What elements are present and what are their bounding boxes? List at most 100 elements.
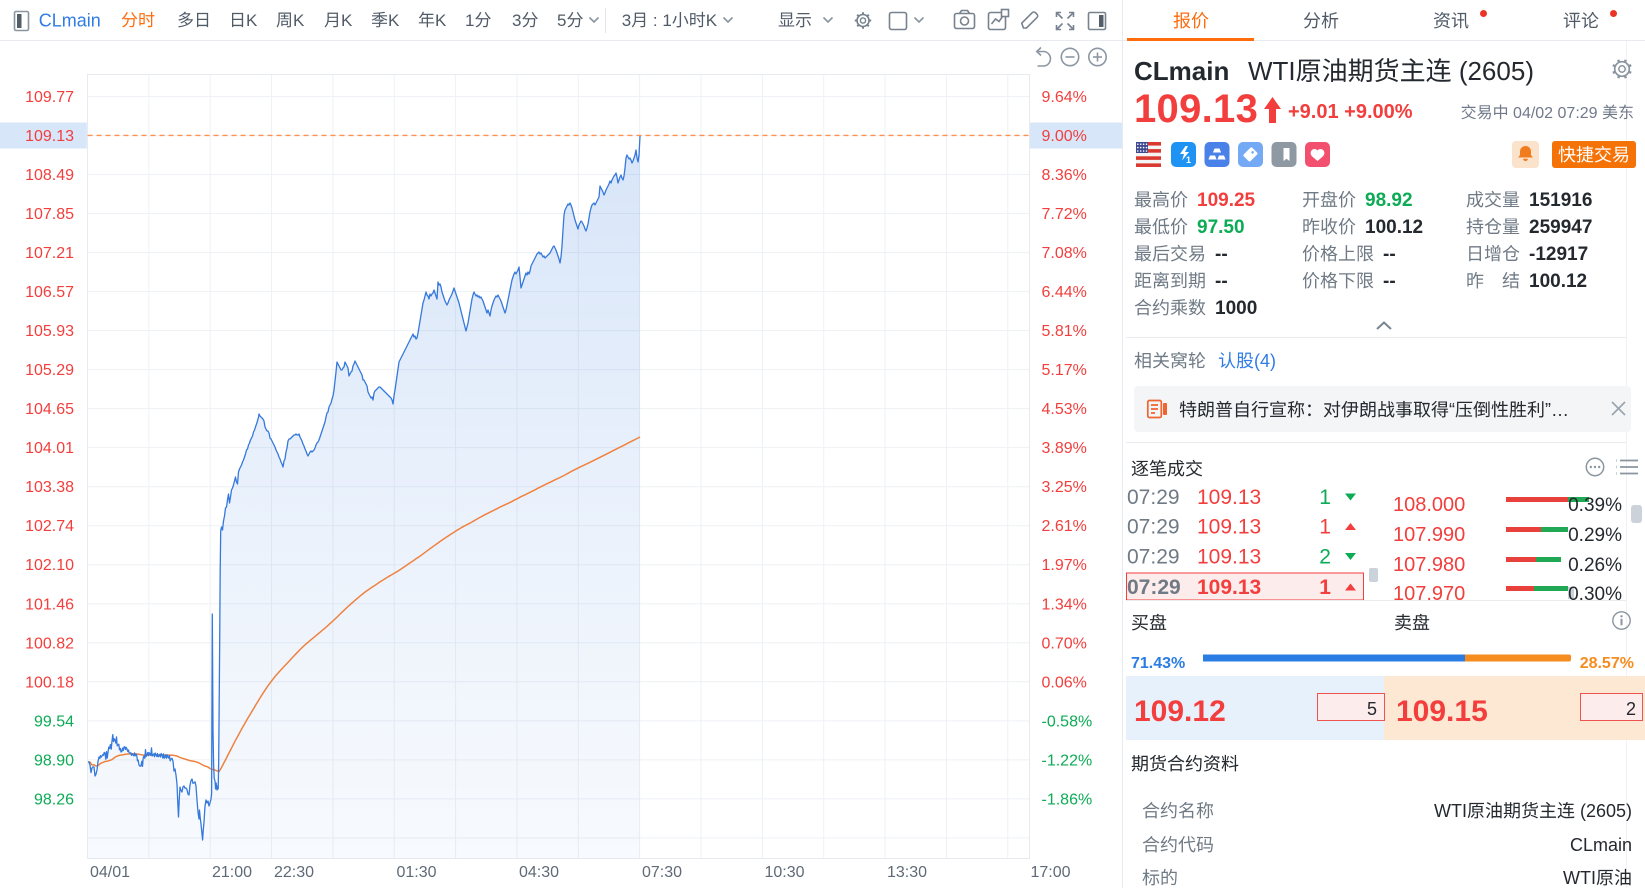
svg-text:7.72%: 7.72% bbox=[1042, 206, 1087, 223]
svg-text:1000: 1000 bbox=[1215, 298, 1257, 319]
svg-text:107.990: 107.990 bbox=[1393, 524, 1465, 546]
svg-text:WTI: WTI bbox=[1563, 868, 1596, 888]
svg-text:5.81%: 5.81% bbox=[1042, 323, 1087, 340]
svg-text:01:30: 01:30 bbox=[397, 864, 437, 881]
svg-text:K: K bbox=[246, 11, 258, 30]
svg-text:CLmain: CLmain bbox=[1570, 835, 1632, 855]
svg-text:7.08%: 7.08% bbox=[1042, 245, 1087, 262]
svg-text:109.13: 109.13 bbox=[1197, 576, 1261, 599]
svg-text:100.12: 100.12 bbox=[1365, 217, 1423, 238]
svg-text:108.000: 108.000 bbox=[1393, 494, 1465, 516]
svg-text:100.18: 100.18 bbox=[25, 674, 74, 691]
svg-text:5: 5 bbox=[1367, 699, 1377, 719]
svg-text:+9.01 +9.00%: +9.01 +9.00% bbox=[1288, 101, 1413, 123]
svg-text:0.39%: 0.39% bbox=[1568, 495, 1622, 516]
svg-text:101.46: 101.46 bbox=[25, 596, 74, 613]
svg-text:K: K bbox=[388, 11, 400, 30]
svg-text:105.29: 105.29 bbox=[25, 362, 74, 379]
svg-text:6.44%: 6.44% bbox=[1042, 284, 1087, 301]
svg-text:CLmain: CLmain bbox=[39, 11, 101, 31]
svg-text:109.13: 109.13 bbox=[1197, 486, 1261, 509]
svg-text:1: 1 bbox=[1319, 486, 1331, 509]
svg-text:107.85: 107.85 bbox=[25, 206, 74, 223]
svg-text:07:29: 07:29 bbox=[1127, 576, 1181, 599]
svg-text:107.980: 107.980 bbox=[1393, 554, 1465, 576]
svg-text:(2605): (2605) bbox=[1575, 801, 1632, 821]
svg-text:259947: 259947 bbox=[1529, 217, 1592, 238]
svg-text:1: 1 bbox=[1186, 155, 1191, 165]
svg-text:109.25: 109.25 bbox=[1197, 190, 1256, 211]
svg-text:1: 1 bbox=[465, 11, 474, 30]
svg-text:102.74: 102.74 bbox=[25, 518, 74, 535]
svg-text:--: -- bbox=[1383, 271, 1396, 292]
svg-text:109.13: 109.13 bbox=[1197, 546, 1261, 569]
svg-text:04:30: 04:30 bbox=[519, 864, 559, 881]
svg-text:104.65: 104.65 bbox=[25, 401, 74, 418]
svg-text:0.30%: 0.30% bbox=[1568, 584, 1622, 605]
svg-text:WTI: WTI bbox=[1248, 56, 1296, 86]
svg-text:103.38: 103.38 bbox=[25, 479, 74, 496]
svg-text:07:29: 07:29 bbox=[1127, 486, 1180, 509]
svg-text:5: 5 bbox=[557, 11, 566, 30]
svg-text:1.97%: 1.97% bbox=[1042, 557, 1087, 574]
svg-text:K: K bbox=[341, 11, 353, 30]
svg-text:9.64%: 9.64% bbox=[1042, 89, 1087, 106]
svg-text:0.06%: 0.06% bbox=[1042, 674, 1087, 691]
svg-text:100.82: 100.82 bbox=[25, 635, 74, 652]
svg-text:109.77: 109.77 bbox=[25, 89, 74, 106]
svg-text:107.21: 107.21 bbox=[25, 245, 74, 262]
svg-text:-12917: -12917 bbox=[1529, 244, 1588, 265]
svg-text:98.90: 98.90 bbox=[34, 752, 74, 769]
svg-text:109.13: 109.13 bbox=[25, 128, 74, 145]
svg-text:109.15: 109.15 bbox=[1396, 695, 1488, 728]
svg-text:107.970: 107.970 bbox=[1393, 583, 1465, 605]
svg-text:-0.58%: -0.58% bbox=[1042, 713, 1093, 730]
svg-text:0.29%: 0.29% bbox=[1568, 525, 1622, 546]
svg-text:K: K bbox=[293, 11, 305, 30]
svg-text:07:30: 07:30 bbox=[642, 864, 682, 881]
svg-text:07:29: 07:29 bbox=[1127, 516, 1180, 539]
svg-text:10:30: 10:30 bbox=[765, 864, 805, 881]
svg-text:(2605): (2605) bbox=[1452, 56, 1534, 86]
svg-text:22:30: 22:30 bbox=[274, 864, 314, 881]
svg-text:106.57: 106.57 bbox=[25, 284, 74, 301]
svg-text:98.92: 98.92 bbox=[1365, 190, 1413, 211]
svg-text:4.53%: 4.53% bbox=[1042, 401, 1087, 418]
svg-text:98.26: 98.26 bbox=[34, 791, 74, 808]
svg-text:(4): (4) bbox=[1254, 351, 1276, 371]
svg-text:3.25%: 3.25% bbox=[1042, 479, 1087, 496]
svg-text:WTI: WTI bbox=[1434, 801, 1467, 821]
svg-text:3: 3 bbox=[622, 11, 631, 30]
svg-text:-1.22%: -1.22% bbox=[1042, 752, 1093, 769]
svg-text:07:29: 07:29 bbox=[1127, 546, 1180, 569]
svg-text:102.10: 102.10 bbox=[25, 557, 74, 574]
svg-text:0.26%: 0.26% bbox=[1568, 555, 1622, 576]
svg-text:104.01: 104.01 bbox=[25, 440, 74, 457]
svg-text:”…: ”… bbox=[1545, 400, 1569, 420]
svg-text:13:30: 13:30 bbox=[887, 864, 927, 881]
svg-text:99.54: 99.54 bbox=[34, 713, 74, 730]
svg-text:K: K bbox=[435, 11, 447, 30]
svg-text:-1.86%: -1.86% bbox=[1042, 791, 1093, 808]
svg-text:“: “ bbox=[1449, 400, 1455, 420]
svg-text:3.89%: 3.89% bbox=[1042, 440, 1087, 457]
svg-text:K: K bbox=[706, 11, 718, 30]
svg-text:3: 3 bbox=[512, 11, 521, 30]
svg-text:71.43%: 71.43% bbox=[1131, 655, 1185, 672]
svg-text:2.61%: 2.61% bbox=[1042, 518, 1087, 535]
svg-text:17:00: 17:00 bbox=[1031, 864, 1071, 881]
svg-text:CLmain: CLmain bbox=[1134, 56, 1229, 86]
svg-text:--: -- bbox=[1215, 244, 1228, 265]
svg-text:28.57%: 28.57% bbox=[1580, 655, 1634, 672]
svg-text:: 1: : 1 bbox=[648, 11, 672, 30]
svg-text:2: 2 bbox=[1319, 546, 1331, 569]
svg-text:04/01: 04/01 bbox=[90, 864, 130, 881]
svg-text:04/02 07:29: 04/02 07:29 bbox=[1509, 105, 1602, 122]
svg-text:109.13: 109.13 bbox=[1197, 516, 1261, 539]
svg-text:109.12: 109.12 bbox=[1134, 695, 1226, 728]
svg-text:1: 1 bbox=[1319, 576, 1331, 599]
svg-text:108.49: 108.49 bbox=[25, 167, 74, 184]
svg-text:--: -- bbox=[1383, 244, 1396, 265]
svg-text:21:00: 21:00 bbox=[212, 864, 252, 881]
svg-text:109.13: 109.13 bbox=[1134, 87, 1258, 131]
